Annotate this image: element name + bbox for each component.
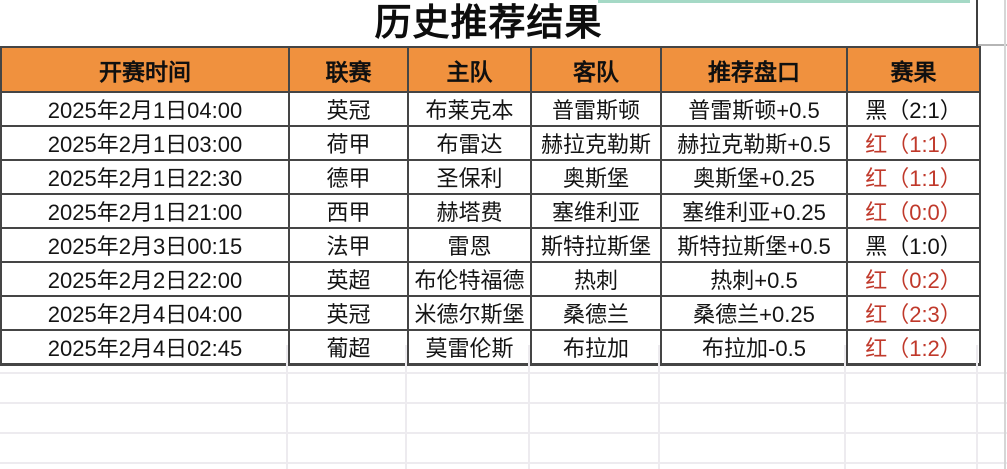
cell-league[interactable]: 英冠: [288, 91, 409, 127]
cell-away[interactable]: 奥斯堡: [530, 159, 662, 195]
cell-league[interactable]: 西甲: [288, 193, 409, 229]
col-header-handicap[interactable]: 推荐盘口: [660, 46, 848, 93]
selection-highlight-line: [598, 0, 970, 3]
cell-away[interactable]: 普雷斯顿: [530, 91, 662, 127]
cell-league[interactable]: 英冠: [288, 295, 409, 331]
cell-handicap[interactable]: 奥斯堡+0.25: [660, 159, 848, 195]
col-header-away[interactable]: 客队: [530, 46, 662, 93]
cell-home[interactable]: 赫塔费: [407, 193, 532, 229]
cell-home[interactable]: 莫雷伦斯: [407, 329, 532, 366]
faint-gridline-v: [405, 345, 407, 469]
cell-home[interactable]: 圣保利: [407, 159, 532, 195]
cell-league[interactable]: 德甲: [288, 159, 409, 195]
cell-result[interactable]: 红（2:3）: [846, 295, 981, 331]
cell-result[interactable]: 红（0:0）: [846, 193, 981, 229]
cell-time[interactable]: 2025年2月4日04:00: [0, 295, 290, 331]
grid-vline-title-area: [976, 0, 978, 46]
cell-result[interactable]: 黑（2:1）: [846, 91, 981, 127]
cell-time[interactable]: 2025年2月1日04:00: [0, 91, 290, 127]
header-row: 开赛时间 联赛 主队 客队 推荐盘口 赛果: [0, 46, 981, 93]
table-row: 2025年2月1日04:00 英冠 布莱克本 普雷斯顿 普雷斯顿+0.5 黑（2…: [0, 91, 981, 127]
cell-time[interactable]: 2025年2月4日02:45: [0, 329, 290, 366]
faint-gridline-h: [0, 372, 1007, 374]
cell-home[interactable]: 布雷达: [407, 125, 532, 161]
table-row: 2025年2月4日04:00 英冠 米德尔斯堡 桑德兰 桑德兰+0.25 红（2…: [0, 295, 981, 331]
faint-gridline-h: [0, 402, 1007, 404]
cell-home[interactable]: 布莱克本: [407, 91, 532, 127]
cell-home[interactable]: 布伦特福德: [407, 261, 532, 297]
cell-result[interactable]: 红（1:1）: [846, 125, 981, 161]
table-row: 2025年2月1日21:00 西甲 赫塔费 塞维利亚 塞维利亚+0.25 红（0…: [0, 193, 981, 229]
faint-gridline-v: [286, 345, 288, 469]
faint-gridline-v: [844, 345, 846, 469]
cell-handicap[interactable]: 斯特拉斯堡+0.5: [660, 227, 848, 263]
sheet-right-edge-line: [1004, 0, 1006, 469]
cell-away[interactable]: 赫拉克勒斯: [530, 125, 662, 161]
cell-time[interactable]: 2025年2月2日22:00: [0, 261, 290, 297]
cell-handicap[interactable]: 桑德兰+0.25: [660, 295, 848, 331]
cell-league[interactable]: 葡超: [288, 329, 409, 366]
cell-time[interactable]: 2025年2月1日03:00: [0, 125, 290, 161]
table-row: 2025年2月1日03:00 荷甲 布雷达 赫拉克勒斯 赫拉克勒斯+0.5 红（…: [0, 125, 981, 161]
cell-result[interactable]: 黑（1:0）: [846, 227, 981, 263]
results-table: 开赛时间 联赛 主队 客队 推荐盘口 赛果 2025年2月1日04:00 英冠 …: [0, 46, 981, 366]
col-header-league[interactable]: 联赛: [288, 46, 409, 93]
col-header-home[interactable]: 主队: [407, 46, 532, 93]
faint-gridline-h: [0, 432, 1007, 434]
cell-away[interactable]: 斯特拉斯堡: [530, 227, 662, 263]
cell-away[interactable]: 塞维利亚: [530, 193, 662, 229]
cell-home[interactable]: 米德尔斯堡: [407, 295, 532, 331]
cell-away[interactable]: 桑德兰: [530, 295, 662, 331]
cell-handicap[interactable]: 塞维利亚+0.25: [660, 193, 848, 229]
table-row: 2025年2月2日22:00 英超 布伦特福德 热刺 热刺+0.5 红（0:2）: [0, 261, 981, 297]
cell-away[interactable]: 布拉加: [530, 329, 662, 366]
cell-result[interactable]: 红（1:2）: [846, 329, 981, 366]
grid-hline-right-strip: [978, 44, 1007, 46]
table-row: 2025年2月4日02:45 葡超 莫雷伦斯 布拉加 布拉加-0.5 红（1:2…: [0, 329, 981, 366]
cell-league[interactable]: 英超: [288, 261, 409, 297]
cell-league[interactable]: 法甲: [288, 227, 409, 263]
faint-gridline-v: [528, 345, 530, 469]
cell-time[interactable]: 2025年2月3日00:15: [0, 227, 290, 263]
faint-gridline-h: [0, 462, 1007, 464]
cell-handicap[interactable]: 热刺+0.5: [660, 261, 848, 297]
cell-time[interactable]: 2025年2月1日21:00: [0, 193, 290, 229]
table-row: 2025年2月3日00:15 法甲 雷恩 斯特拉斯堡 斯特拉斯堡+0.5 黑（1…: [0, 227, 981, 263]
cell-away[interactable]: 热刺: [530, 261, 662, 297]
faint-gridline-v: [658, 345, 660, 469]
faint-gridline-v: [976, 345, 978, 469]
page-title: 历史推荐结果: [374, 2, 603, 43]
cell-handicap[interactable]: 赫拉克勒斯+0.5: [660, 125, 848, 161]
cell-handicap[interactable]: 布拉加-0.5: [660, 329, 848, 366]
cell-home[interactable]: 雷恩: [407, 227, 532, 263]
cell-time[interactable]: 2025年2月1日22:30: [0, 159, 290, 195]
cell-result[interactable]: 红（1:1）: [846, 159, 981, 195]
cell-league[interactable]: 荷甲: [288, 125, 409, 161]
cell-handicap[interactable]: 普雷斯顿+0.5: [660, 91, 848, 127]
col-header-time[interactable]: 开赛时间: [0, 46, 290, 93]
cell-result[interactable]: 红（0:2）: [846, 261, 981, 297]
table-row: 2025年2月1日22:30 德甲 圣保利 奥斯堡 奥斯堡+0.25 红（1:1…: [0, 159, 981, 195]
col-header-result[interactable]: 赛果: [846, 46, 981, 93]
